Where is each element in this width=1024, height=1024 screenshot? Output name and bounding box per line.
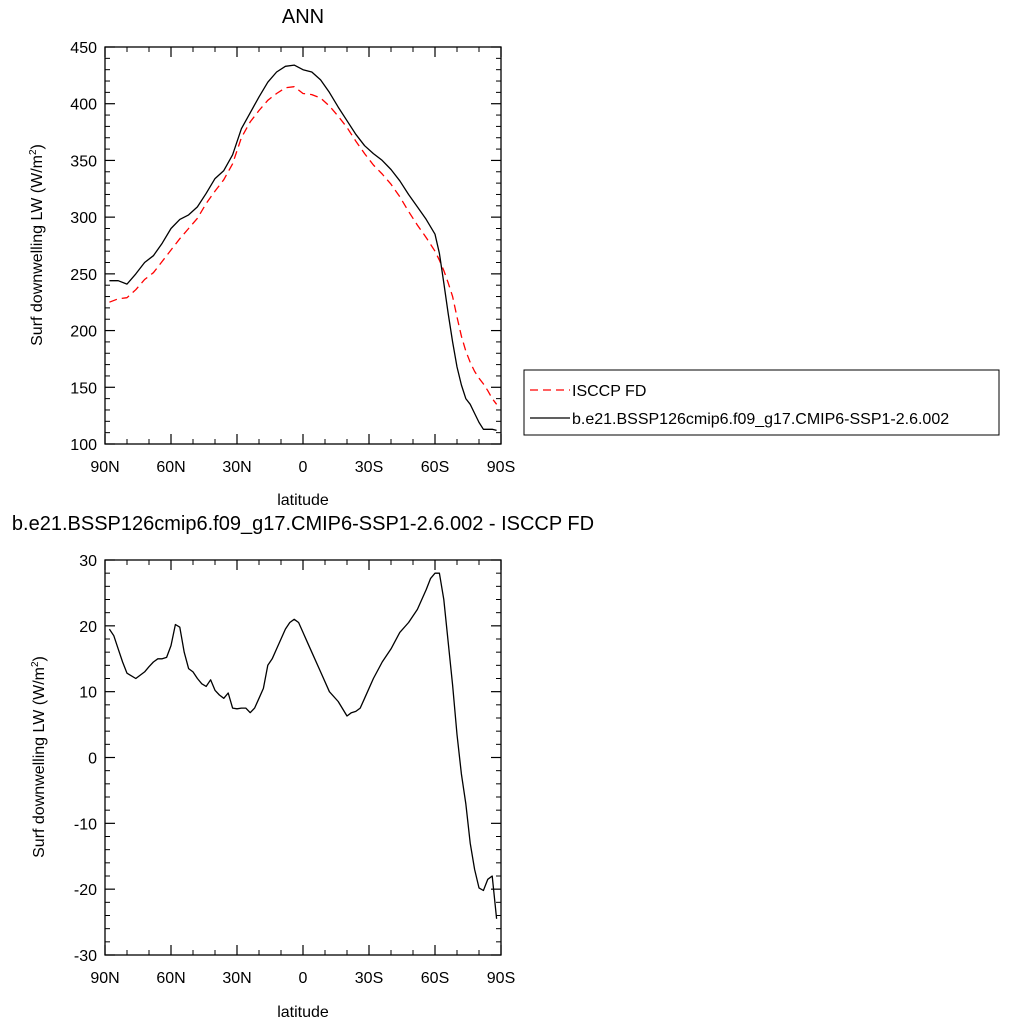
chart-title: ANN	[282, 6, 324, 28]
legend: ISCCP FD b.e21.BSSP126cmip6.f09_g17.CMIP…	[523, 369, 1000, 436]
x-tick-label: 30S	[355, 459, 383, 476]
y-axis-label: Surf downwelling LW (W/m2)	[28, 144, 46, 346]
series-lines	[109, 64, 498, 432]
plot-frame	[104, 559, 502, 956]
y-tick-label: -10	[74, 816, 97, 833]
x-tick-label: 90N	[90, 970, 119, 987]
y-tick-label: 150	[70, 380, 97, 397]
x-tick-label: 90N	[90, 459, 119, 476]
y-tick-label: 300	[70, 210, 97, 227]
x-tick-label: 60S	[421, 459, 449, 476]
series-line-0	[109, 86, 498, 405]
axis-ticks	[104, 46, 502, 445]
bottom-chart: b.e21.BSSP126cmip6.f09_g17.CMIP6-SSP1-2.…	[12, 513, 594, 1021]
y-tick-label: -30	[74, 948, 97, 965]
x-axis-label: latitude	[277, 1004, 329, 1021]
series-line-0	[108, 572, 498, 919]
axis-ticks	[104, 559, 502, 956]
y-axis-label-superscript: 2	[30, 661, 41, 667]
x-tick-label: 30S	[355, 970, 383, 987]
y-tick-label: 10	[79, 685, 97, 702]
x-tick-label: 30N	[222, 970, 251, 987]
y-tick-label: 0	[88, 751, 97, 768]
x-tick-label: 90S	[487, 970, 515, 987]
y-tick-label: 100	[70, 437, 97, 454]
x-tick-label: 60N	[156, 459, 185, 476]
y-tick-labels: -30 -20 -10 0 10 20 30	[74, 553, 97, 965]
x-tick-label: 60N	[156, 970, 185, 987]
y-tick-labels: 100 150 200 250 300 350 400 450	[70, 40, 97, 454]
y-tick-label: -20	[74, 882, 97, 899]
y-axis-label-superscript: 2	[28, 149, 39, 155]
y-axis-label: Surf downwelling LW (W/m2)	[30, 656, 48, 858]
y-tick-label: 450	[70, 40, 97, 57]
plot-frame	[104, 46, 502, 445]
x-tick-label: 90S	[487, 459, 515, 476]
x-tick-labels: 90N 60N 30N 0 30S 60S 90S	[90, 459, 515, 476]
y-axis-label-main: Surf downwelling LW (W/m	[29, 155, 46, 346]
y-tick-label: 350	[70, 153, 97, 170]
x-tick-label: 0	[299, 970, 308, 987]
legend-label-model: b.e21.BSSP126cmip6.f09_g17.CMIP6-SSP1-2.…	[572, 411, 949, 428]
x-tick-label: 30N	[222, 459, 251, 476]
y-tick-label: 200	[70, 324, 97, 341]
y-tick-label: 20	[79, 619, 97, 636]
legend-box	[523, 369, 1000, 436]
y-axis-label-main: Surf downwelling LW (W/m	[31, 667, 48, 858]
x-tick-label: 60S	[421, 970, 449, 987]
y-axis-label-close: )	[29, 144, 46, 149]
x-axis-label: latitude	[277, 492, 329, 509]
top-chart: ANN 90N 60N 30N 0 30S 60S 90S 100 150 200 250 300 3…	[28, 6, 1000, 509]
x-tick-label: 0	[299, 459, 308, 476]
chart-title: b.e21.BSSP126cmip6.f09_g17.CMIP6-SSP1-2.…	[12, 513, 594, 535]
series-line-1	[109, 64, 497, 432]
y-tick-label: 30	[79, 553, 97, 570]
y-tick-label: 400	[70, 97, 97, 114]
x-tick-labels: 90N 60N 30N 0 30S 60S 90S	[90, 970, 515, 987]
series-lines	[108, 572, 498, 919]
legend-label-isccp: ISCCP FD	[572, 383, 646, 400]
y-tick-label: 250	[70, 267, 97, 284]
y-axis-label-close: )	[31, 656, 48, 661]
